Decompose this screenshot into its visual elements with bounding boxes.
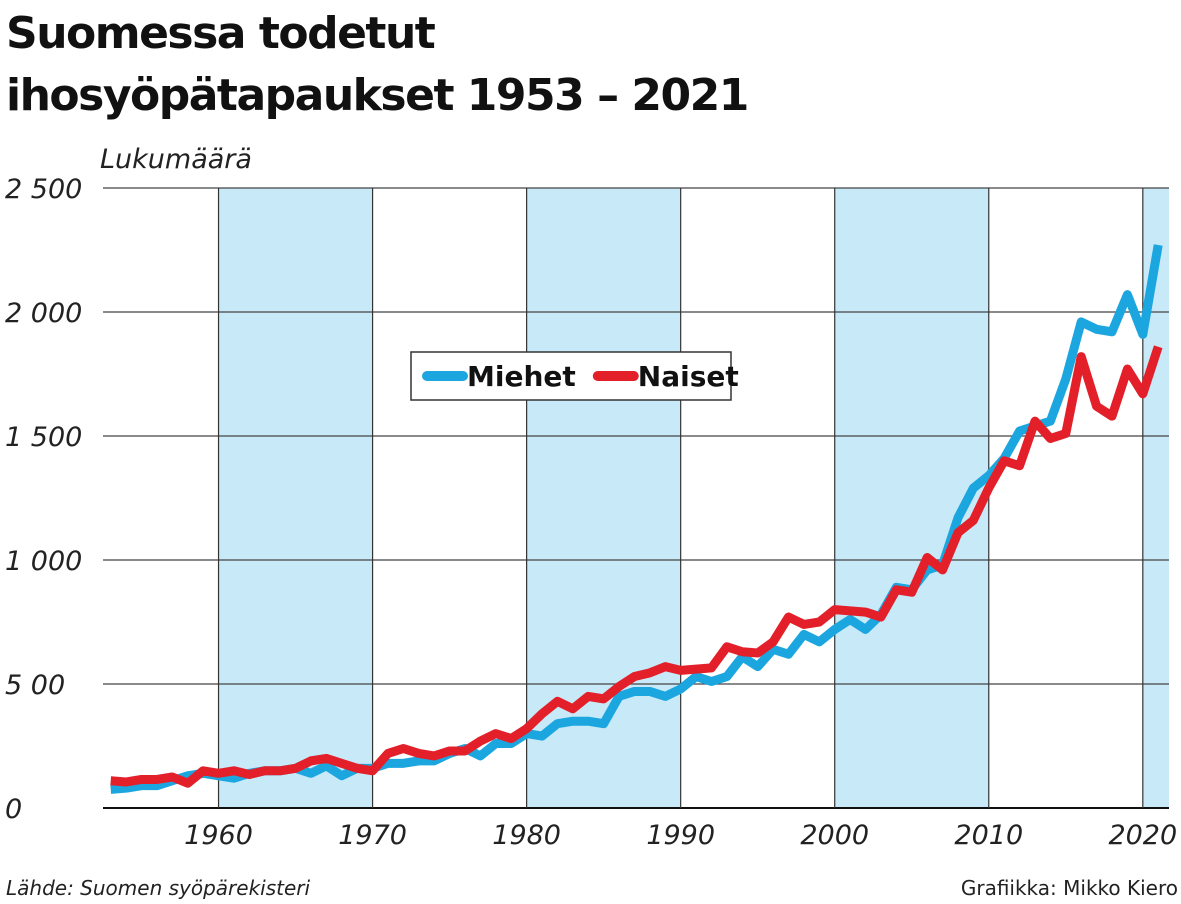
source: Lähde: Suomen syöpärekisteri <box>6 876 310 900</box>
shaded-band <box>834 188 989 808</box>
legend-label: Naiset <box>638 360 739 393</box>
y-tick-label: 1 500 <box>5 422 82 453</box>
x-tick-label: 2010 <box>954 820 1023 851</box>
chart-title: ihosyöpätapaukset 1953 – 2021 <box>6 70 748 121</box>
legend-label: Miehet <box>467 360 576 393</box>
y-axis-label: Lukumäärä <box>100 144 252 175</box>
x-tick-label: 1960 <box>184 820 253 851</box>
x-tick-label: 2000 <box>800 820 869 851</box>
plot: 0 5 00 1 000 1 500 2 000 2 500 1960 1970 1980 199… <box>5 174 1177 851</box>
y-tick-label: 1 000 <box>5 546 82 577</box>
x-tick-label: 1990 <box>646 820 715 851</box>
credit: Grafiikka: Mikko Kiero <box>961 876 1178 900</box>
legend: Miehet Naiset <box>410 351 739 401</box>
x-tick-label: 1980 <box>492 820 561 851</box>
shaded-band <box>218 188 373 808</box>
y-tick-label: 2 000 <box>5 298 82 329</box>
y-tick-label: 5 00 <box>5 670 65 701</box>
y-tick-label: 2 500 <box>5 174 82 205</box>
x-tick-label: 1970 <box>338 820 407 851</box>
x-tick-label: 2020 <box>1108 820 1177 851</box>
data-line <box>110 345 1163 788</box>
chart-title: Suomessa todetut <box>6 8 436 59</box>
y-tick-label: 0 <box>5 794 22 825</box>
